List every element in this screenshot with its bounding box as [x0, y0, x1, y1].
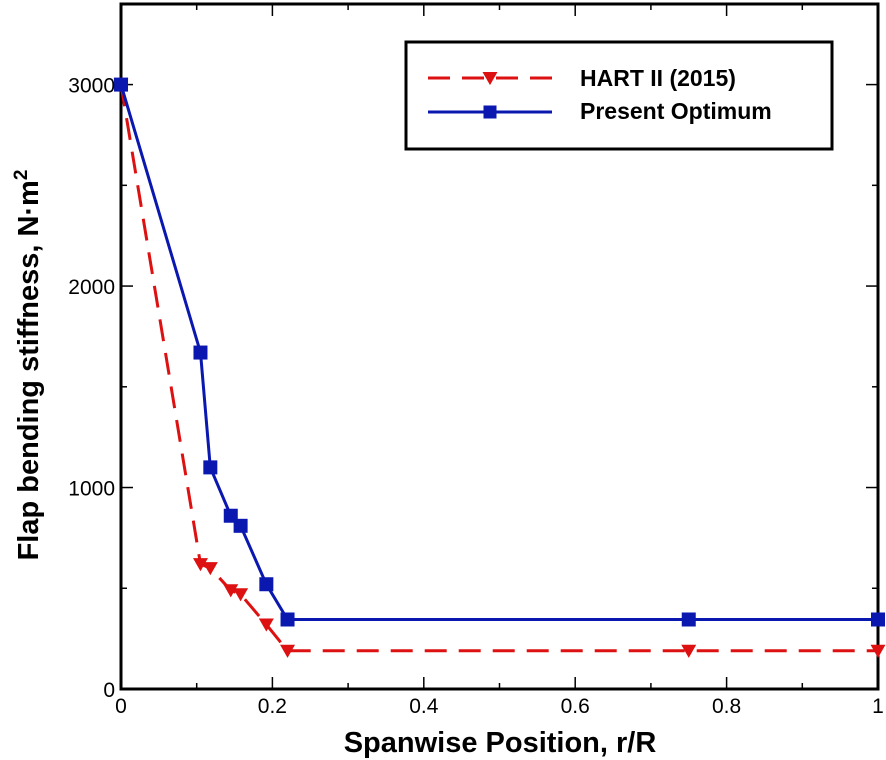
y-tick-label: 3000: [68, 75, 115, 98]
y-tick-label: 2000: [68, 276, 115, 299]
x-tick-label: 0.2: [258, 695, 287, 718]
series-line-present: [119, 84, 878, 621]
data-point-present: [259, 577, 274, 592]
data-point-hart: [280, 644, 296, 658]
x-tick-label: 0: [115, 695, 127, 718]
x-tick-label: 0.6: [561, 695, 590, 718]
y-axis-title-main: Flap bending stiffness, N·m: [13, 180, 45, 560]
data-point-present: [681, 612, 696, 627]
data-point-hart: [192, 558, 208, 572]
y-tick-label: 1000: [68, 478, 115, 501]
data-point-present: [193, 345, 208, 360]
data-point-present: [871, 612, 885, 627]
x-axis-title: Spanwise Position, r/R: [344, 727, 657, 759]
data-point-present: [233, 518, 248, 533]
legend: HART II (2015) Present Optimum: [404, 40, 834, 151]
legend-marker-present: [483, 105, 497, 119]
x-tick-label: 0.4: [409, 695, 439, 718]
data-point-hart: [258, 618, 274, 632]
data-point-present: [114, 77, 128, 92]
series-layer: [113, 77, 886, 658]
y-axis-title-sup: 2: [11, 170, 32, 181]
x-tick-label: 0.8: [712, 695, 741, 718]
x-tick-label: 1: [872, 695, 884, 718]
data-point-hart: [870, 644, 886, 658]
series-line-hart: [119, 84, 878, 653]
y-tick-label: 0: [103, 679, 115, 702]
legend-box: [404, 40, 834, 151]
data-point-present: [280, 612, 295, 627]
data-point-present: [203, 460, 218, 475]
plot-frame: [119, 2, 880, 691]
legend-label-present: Present Optimum: [580, 98, 772, 124]
legend-marker-hart: [482, 72, 498, 86]
data-point-hart: [223, 584, 239, 598]
legend-label-hart: HART II (2015): [580, 65, 736, 91]
labels-layer: 0 0.2 0.4 0.6 0.8 1 0 1000 2000 3000: [68, 75, 884, 718]
data-point-hart: [202, 562, 218, 576]
data-point-hart: [233, 588, 249, 602]
data-point-hart: [681, 644, 697, 658]
y-axis-title: Flap bending stiffness, N·m2: [11, 170, 45, 561]
